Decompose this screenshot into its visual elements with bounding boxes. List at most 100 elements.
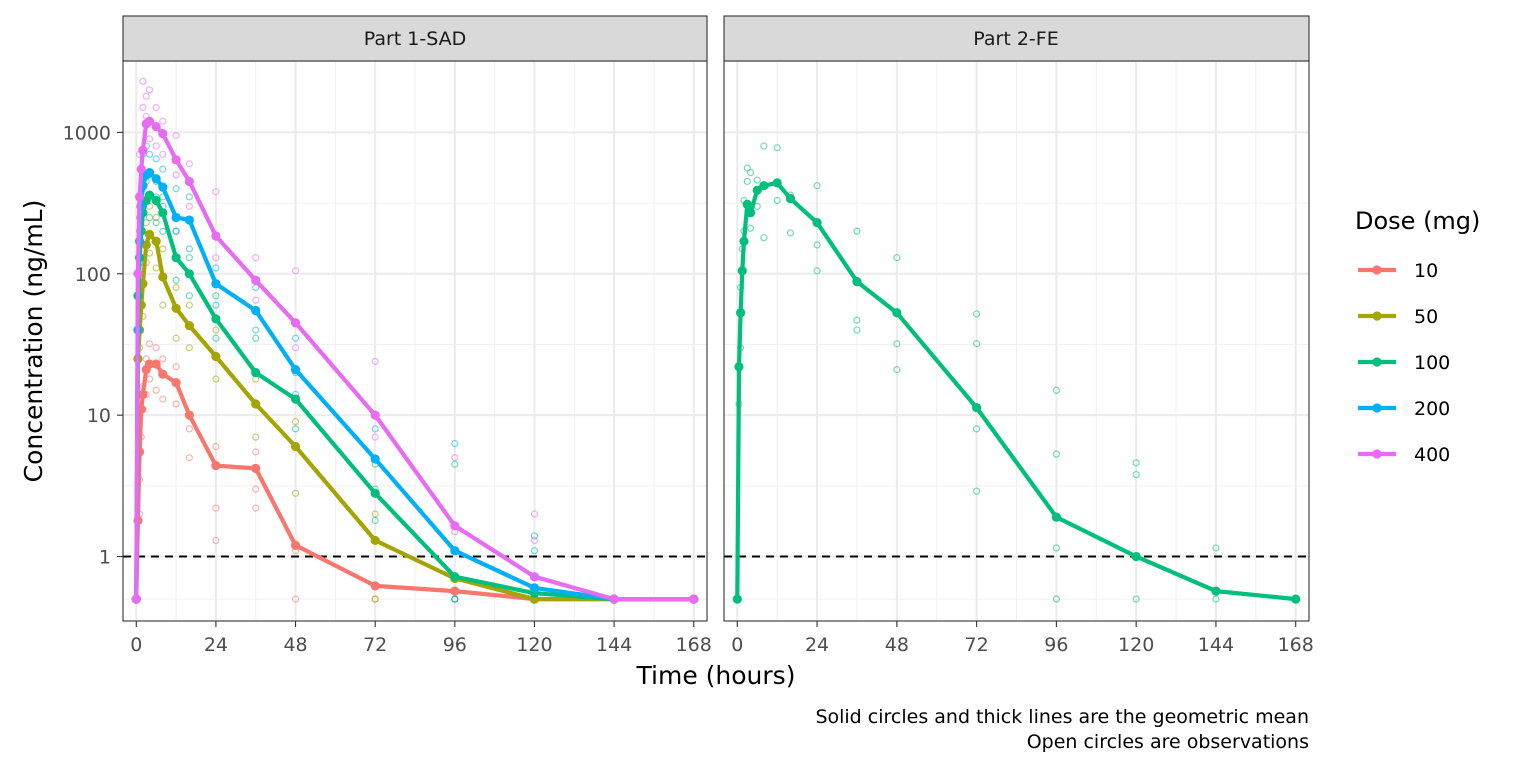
observation-point	[152, 213, 160, 222]
observation-point	[530, 547, 539, 555]
observation-point	[813, 241, 821, 249]
mean-point	[171, 303, 181, 313]
mean-point	[144, 116, 155, 126]
mean-point	[1211, 586, 1221, 596]
observation-point	[145, 135, 154, 143]
observation-point	[172, 276, 180, 284]
x-tick-label: 168	[1278, 634, 1314, 656]
mean-point	[852, 277, 862, 287]
observation-point	[853, 326, 861, 334]
observation-point	[1132, 595, 1140, 603]
observation-point	[1052, 450, 1060, 458]
observation-point	[159, 245, 167, 253]
mean-point	[171, 253, 181, 263]
observation-point	[451, 454, 459, 462]
mean-point	[158, 129, 168, 139]
observation-point	[973, 340, 981, 348]
observation-point	[252, 448, 260, 456]
legend-label: 200	[1414, 398, 1450, 420]
observation-point	[813, 267, 821, 275]
x-tick-label: 144	[596, 634, 632, 656]
observation-point	[1212, 544, 1220, 552]
observation-point	[743, 177, 751, 186]
observation-point	[743, 164, 751, 172]
y-tick-label: 1	[99, 547, 111, 569]
observation-point	[185, 344, 193, 352]
mean-point	[211, 351, 221, 362]
mean-point	[251, 399, 261, 409]
observation-point	[172, 283, 180, 292]
mean-point	[151, 359, 161, 369]
observation-point	[212, 504, 220, 512]
observation-point	[212, 442, 220, 451]
observation-point	[152, 142, 160, 150]
observation-point	[139, 77, 147, 85]
observation-point	[185, 160, 193, 168]
mean-point	[737, 266, 747, 276]
x-axis-ticks: 0 24 48 72 96 120 144 168	[130, 621, 712, 656]
mean-point	[290, 540, 301, 550]
observation-point	[185, 202, 193, 210]
observation-point	[893, 366, 901, 374]
mean-point	[689, 594, 699, 604]
mean-point	[211, 314, 221, 324]
observation-point	[212, 326, 220, 334]
observation-point	[212, 188, 220, 196]
panel-part-2-fe: Part 2-FE 0 24 48 72 96 120 144 168	[723, 15, 1314, 656]
observation-point	[252, 504, 260, 512]
observation-point	[159, 150, 167, 158]
x-tick-label: 0	[130, 634, 142, 656]
mean-point	[144, 359, 155, 369]
legend-swatch-point	[1372, 265, 1382, 275]
observation-point	[185, 193, 193, 201]
strip-title: Part 2-FE	[973, 28, 1058, 50]
panel-gridlines	[123, 61, 707, 621]
observation-point	[371, 595, 379, 603]
mean-point	[734, 362, 744, 372]
mean-point	[144, 229, 155, 239]
observation-point	[152, 103, 160, 112]
mean-point	[812, 218, 822, 228]
observation-point	[152, 386, 160, 394]
x-axis-title: Time (hours)	[636, 661, 796, 690]
legend-title: Dose (mg)	[1355, 207, 1480, 235]
observation-point	[185, 454, 193, 462]
mean-point	[1291, 594, 1301, 604]
observation-point	[1132, 470, 1140, 479]
mean-point	[184, 215, 194, 225]
mean-point	[736, 308, 746, 318]
observation-point	[973, 487, 981, 495]
mean-lines	[732, 178, 1301, 604]
x-axis-ticks: 0 24 48 72 96 120 144 168	[731, 621, 1314, 656]
x-tick-label: 96	[1044, 634, 1068, 656]
strip-background	[723, 15, 1310, 62]
legend-swatch-point	[1372, 403, 1382, 413]
observation-point	[172, 131, 180, 140]
mean-point	[211, 231, 221, 241]
mean-point	[370, 410, 380, 420]
mean-point	[742, 199, 752, 209]
y-tick-label: 100	[75, 264, 111, 286]
legend-swatch-point	[1372, 311, 1382, 321]
mean-point	[290, 365, 301, 375]
observation-point	[252, 326, 260, 334]
mean-point	[1051, 512, 1061, 522]
mean-point	[151, 236, 161, 246]
legend-swatch-point	[1372, 449, 1382, 459]
observation-point	[291, 344, 300, 352]
y-axis-title: Concentration (ng/mL)	[19, 200, 48, 483]
mean-point	[370, 535, 380, 546]
observation-point	[172, 334, 180, 342]
observation-point	[159, 165, 167, 173]
mean-point	[136, 164, 146, 174]
observation-point	[760, 142, 768, 150]
observation-point	[1212, 595, 1220, 603]
mean-point	[759, 181, 769, 191]
mean-point	[158, 369, 168, 379]
observation-point	[159, 117, 167, 125]
mean-point	[158, 272, 168, 282]
observation-point	[172, 363, 180, 371]
mean-point	[211, 279, 221, 289]
mean-point	[151, 195, 161, 206]
observation-point	[1052, 386, 1060, 394]
